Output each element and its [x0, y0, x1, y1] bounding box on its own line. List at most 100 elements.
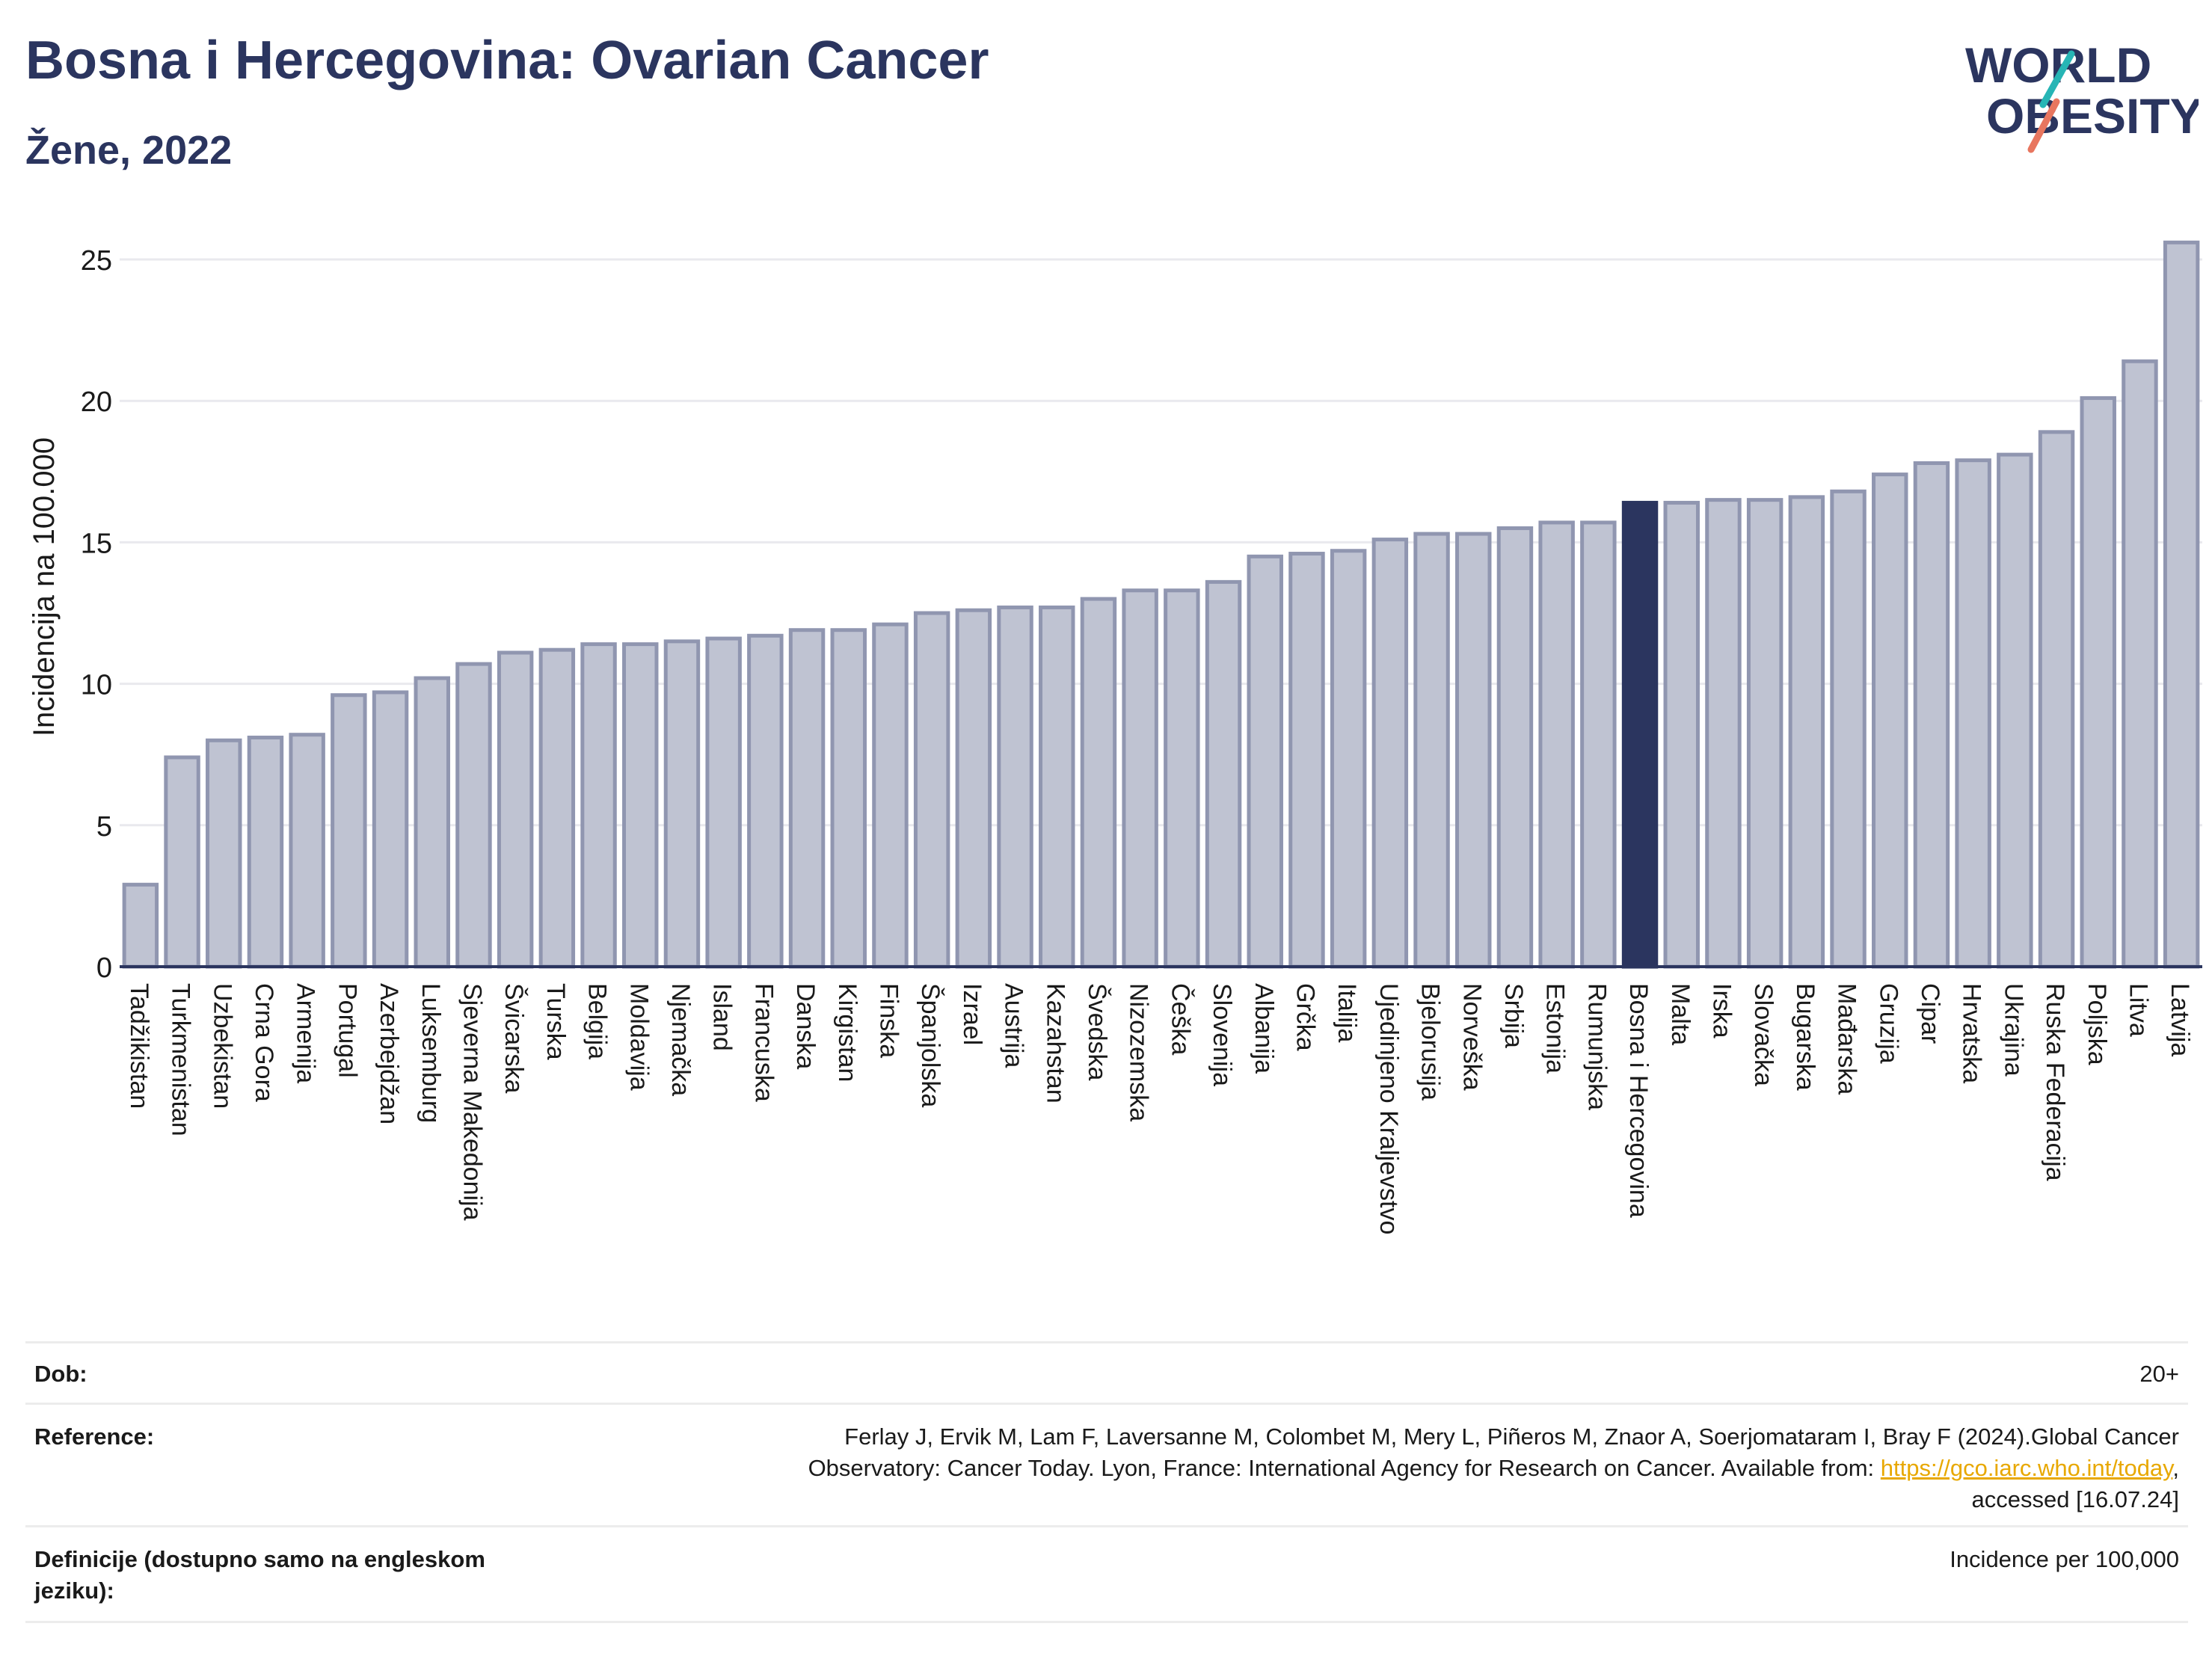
x-tick-label: Albanija [1250, 983, 1278, 1074]
bar [538, 647, 576, 969]
x-tick-label: Bugarska [1791, 983, 1819, 1091]
x-tick-label: Portugal [333, 983, 361, 1078]
x-tick-label: Izrael [958, 983, 986, 1045]
x-tick-label: Slovenija [1208, 983, 1236, 1086]
bar [1330, 549, 1367, 969]
bar [2038, 430, 2075, 969]
page-title: Bosna i Hercegovina: Ovarian Cancer [25, 31, 989, 90]
bar [830, 628, 867, 969]
x-tick-label: Bosna i Hercegovina [1624, 983, 1653, 1218]
x-tick-label: Turska [541, 983, 570, 1060]
x-tick-label: Češka [1166, 983, 1194, 1055]
logo-word-2: OBESITY [1986, 88, 2199, 144]
definitions-label: Definicije (dostupno samo na engleskom j… [34, 1544, 485, 1607]
age-value: 20+ [2139, 1361, 2179, 1387]
bar [2163, 240, 2200, 969]
y-axis-title: Incidencija na 100.000 [28, 437, 61, 736]
x-tick-label: Austrija [1000, 983, 1028, 1068]
bar [1205, 579, 1242, 969]
x-tick-label: Finska [874, 983, 903, 1058]
x-tick-label: Litva [2124, 983, 2152, 1037]
x-tick-label: Malta [1666, 983, 1695, 1045]
x-tick-label: Francuska [749, 983, 778, 1102]
reference-value: Ferlay J, Ervik M, Lam F, Laversanne M, … [808, 1421, 2179, 1515]
x-tick-label: Danska [791, 983, 820, 1069]
bar [1413, 532, 1450, 969]
bar-chart: 0 5 10 15 20 25 Tadžikistan Turkmenistan Uzbekis… [28, 240, 2202, 1234]
bar [455, 662, 492, 969]
reference-line-2-post: , [2172, 1455, 2179, 1481]
bar [2122, 359, 2158, 969]
x-tick-label: Luksemburg [417, 983, 445, 1123]
reference-line-2: Observatory: Cancer Today. Lyon, France:… [808, 1453, 2179, 1484]
reference-label: Reference: [34, 1423, 155, 1450]
reference-link[interactable]: https://gco.iarc.who.int/today [1880, 1455, 2173, 1481]
world-obesity-logo: WORLD OBESITY [1965, 37, 2199, 153]
bar [747, 633, 784, 969]
bar [1455, 532, 1492, 969]
bar [997, 605, 1033, 969]
reference-line-1: Ferlay J, Ervik M, Lam F, Laversanne M, … [844, 1423, 2179, 1450]
bar [580, 642, 617, 969]
x-tick-label: Gruzija [1874, 983, 1902, 1064]
logo-slash-teal [2039, 50, 2075, 108]
bar [1788, 495, 1825, 969]
bar [1371, 538, 1409, 969]
x-tick-label: Španjolska [916, 983, 944, 1107]
x-tick-label: Latvija [2166, 983, 2194, 1056]
reference-line-3: accessed [16.07.24] [1971, 1486, 2179, 1512]
bar [1538, 520, 1575, 969]
reference-line-2-text: Observatory: Cancer Today. Lyon, France:… [808, 1455, 1881, 1481]
definitions-label-line-2: jeziku): [34, 1577, 114, 1604]
bar [1580, 520, 1617, 969]
x-tick-label: Crna Gora [250, 983, 278, 1102]
bar [663, 639, 701, 969]
y-tick-label: 20 [81, 387, 112, 418]
bar [1039, 605, 1075, 969]
x-tick-label: Azerbejdžan [375, 983, 403, 1124]
bar [1955, 458, 1991, 969]
bar [122, 882, 159, 969]
x-tick-label: Tadžikistan [125, 983, 153, 1109]
bar [2080, 395, 2116, 969]
x-tick-label: Rumunjska [1582, 983, 1611, 1110]
bar [1913, 461, 1950, 969]
bar [1997, 452, 2033, 969]
x-tick-label: Njemačka [666, 983, 695, 1096]
bar [872, 622, 909, 969]
bar [788, 628, 826, 969]
bar [622, 642, 659, 969]
bar [497, 650, 534, 969]
footer-bottom-rule [25, 1621, 2188, 1623]
x-tick-label: Ukrajina [1999, 983, 2027, 1077]
x-tick-label: Poljska [2083, 983, 2111, 1065]
x-tick-label: Bjelorusija [1416, 983, 1445, 1101]
definitions-label-line-1: Definicije (dostupno samo na engleskom [34, 1546, 485, 1572]
bar [1247, 554, 1283, 969]
bar [414, 676, 450, 969]
footer-row-definitions: Definicije (dostupno samo na engleskom j… [25, 1525, 2188, 1623]
bar [1288, 552, 1325, 969]
bars [122, 240, 2200, 969]
x-tick-label: Mađarska [1833, 983, 1861, 1095]
bar [705, 636, 742, 969]
bar [1705, 498, 1742, 969]
x-tick-label: Uzbekistan [208, 983, 236, 1109]
x-tick-label: Kirgistan [833, 983, 861, 1082]
y-tick-label: 5 [96, 811, 112, 843]
bar [1663, 500, 1700, 969]
x-tick-label: Island [708, 983, 737, 1051]
footer-row-age: Dob: 20+ [25, 1341, 2188, 1405]
bar [1746, 498, 1784, 969]
bar [206, 738, 242, 969]
bar [913, 611, 950, 969]
bar [1496, 526, 1534, 969]
x-tick-label: Italija [1333, 983, 1361, 1042]
axes: 0 5 10 15 20 25 Tadžikistan Turkmenistan Uzbekis… [81, 245, 2202, 1234]
logo-slash-coral [2027, 98, 2060, 153]
bar [331, 693, 367, 969]
x-tick-label: Ruska Federacija [2041, 983, 2069, 1181]
y-tick-label: 10 [81, 670, 112, 701]
bar [1080, 597, 1117, 969]
bar [1122, 588, 1158, 969]
